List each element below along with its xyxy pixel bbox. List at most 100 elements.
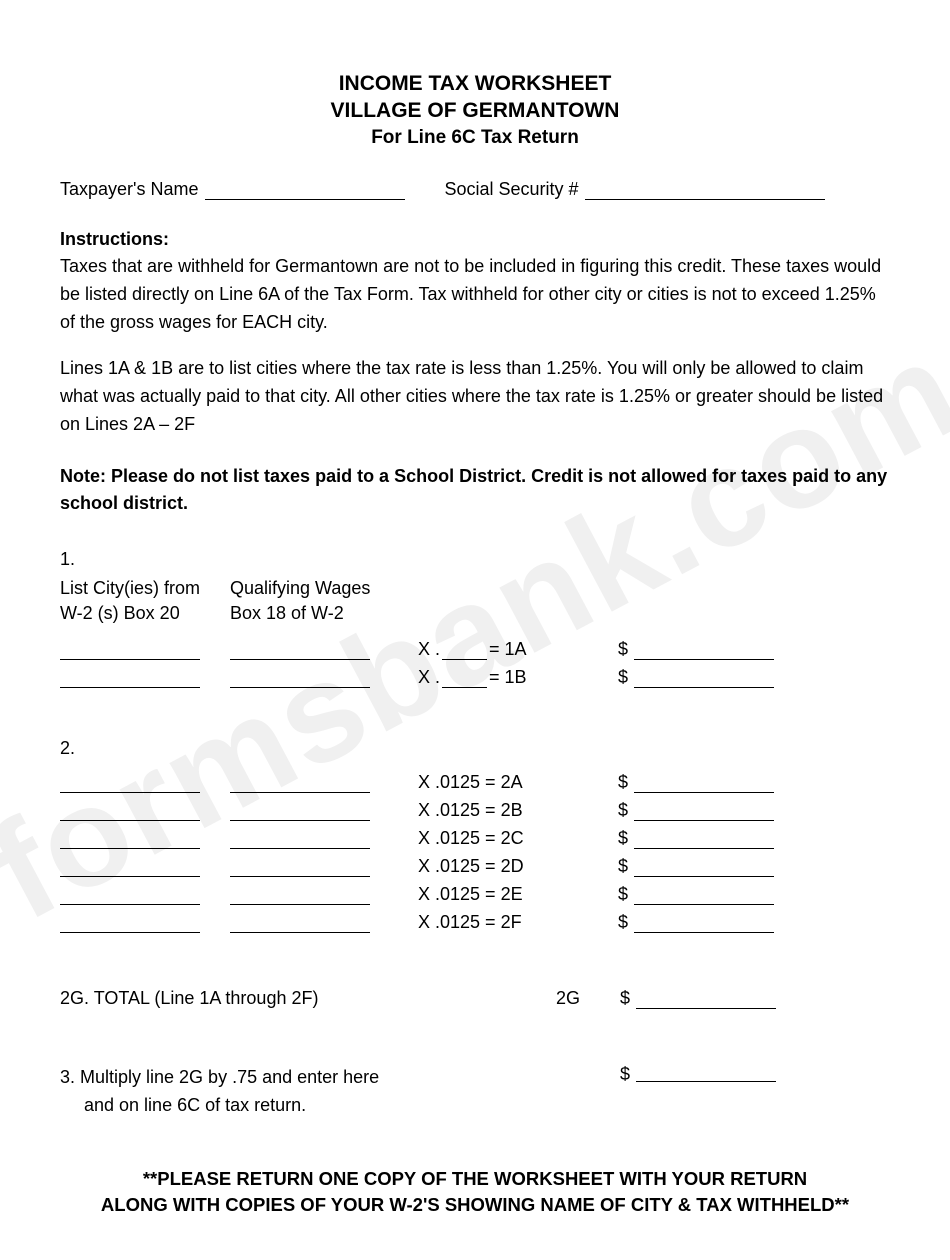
taxpayer-name-field: Taxpayer's Name <box>60 179 405 200</box>
wages-input-1b[interactable] <box>230 670 370 688</box>
formula-1b: X . = 1B <box>418 667 578 688</box>
line3-text2: and on line 6C of tax return. <box>60 1092 580 1120</box>
dollar-2b: $ <box>618 800 628 821</box>
amount-2a: $ <box>618 772 774 793</box>
wages-input-2b[interactable] <box>230 803 370 821</box>
city-input-2b[interactable] <box>60 803 200 821</box>
row-2d: X .0125 = 2D $ <box>60 849 890 877</box>
city-input-2e[interactable] <box>60 887 200 905</box>
city-input-1b[interactable] <box>60 670 200 688</box>
dollar-1a: $ <box>618 639 628 660</box>
dollar-2f: $ <box>618 912 628 933</box>
amount-input-2a[interactable] <box>634 775 774 793</box>
footer-line-1: **PLEASE RETURN ONE COPY OF THE WORKSHEE… <box>60 1166 890 1192</box>
taxpayer-name-input[interactable] <box>205 180 405 200</box>
formula-2f: X .0125 = 2F <box>418 912 578 933</box>
amount-input-2b[interactable] <box>634 803 774 821</box>
amount-2d: $ <box>618 856 774 877</box>
section-1-number: 1. <box>60 549 890 570</box>
dollar-2g: $ <box>620 988 630 1009</box>
row-2f: X .0125 = 2F $ <box>60 905 890 933</box>
amount-2c: $ <box>618 828 774 849</box>
dollar-2a: $ <box>618 772 628 793</box>
dollar-3: $ <box>620 1064 630 1085</box>
taxpayer-name-label: Taxpayer's Name <box>60 179 199 200</box>
footer-note: **PLEASE RETURN ONE COPY OF THE WORKSHEE… <box>60 1166 890 1218</box>
ssn-label: Social Security # <box>445 179 579 200</box>
formula-2a: X .0125 = 2A <box>418 772 578 793</box>
amount-input-2f[interactable] <box>634 915 774 933</box>
amount-input-1a[interactable] <box>634 642 774 660</box>
amount-2b: $ <box>618 800 774 821</box>
row-2a: X .0125 = 2A $ <box>60 765 890 793</box>
row-2b: X .0125 = 2B $ <box>60 793 890 821</box>
x-1b: X . <box>418 667 440 688</box>
line-3-text: 3. Multiply line 2G by .75 and enter her… <box>60 1064 580 1120</box>
instructions-block: Instructions: Taxes that are withheld fo… <box>60 226 890 439</box>
line-3-row: 3. Multiply line 2G by .75 and enter her… <box>60 1064 890 1120</box>
section-1-headers: List City(ies) from W-2 (s) Box 20 Quali… <box>60 576 890 626</box>
city-input-1a[interactable] <box>60 642 200 660</box>
col1-line1: List City(ies) from <box>60 576 230 601</box>
row-1b: X . = 1B $ <box>60 660 890 688</box>
subtitle: For Line 6C Tax Return <box>60 127 890 149</box>
instructions-note: Note: Please do not list taxes paid to a… <box>60 463 890 517</box>
col2-line2: Box 18 of W-2 <box>230 601 420 626</box>
amount-input-1b[interactable] <box>634 670 774 688</box>
formula-1a: X . = 1A <box>418 639 578 660</box>
title-line-1: INCOME TAX WORKSHEET <box>60 70 890 97</box>
rate-input-1b[interactable] <box>442 672 487 688</box>
x-1a: X . <box>418 639 440 660</box>
footer-line-2: ALONG WITH COPIES OF YOUR W-2'S SHOWING … <box>60 1192 890 1218</box>
ssn-input[interactable] <box>585 180 825 200</box>
col1-line2: W-2 (s) Box 20 <box>60 601 230 626</box>
dollar-2c: $ <box>618 828 628 849</box>
total-label: 2G. TOTAL (Line 1A through 2F) <box>60 988 440 1009</box>
amount-1b: $ <box>618 667 774 688</box>
total-amount: $ <box>620 988 776 1009</box>
amount-input-2g[interactable] <box>636 991 776 1009</box>
amount-input-3[interactable] <box>636 1064 776 1082</box>
wages-input-2d[interactable] <box>230 859 370 877</box>
city-input-2a[interactable] <box>60 775 200 793</box>
amount-2f: $ <box>618 912 774 933</box>
wages-input-1a[interactable] <box>230 642 370 660</box>
formula-2b: X .0125 = 2B <box>418 800 578 821</box>
row-1a: X . = 1A $ <box>60 632 890 660</box>
total-row-2g: 2G. TOTAL (Line 1A through 2F) 2G $ <box>60 988 890 1009</box>
eq-1a: = 1A <box>489 639 527 660</box>
instructions-para-1: Taxes that are withheld for Germantown a… <box>60 253 890 337</box>
line-3-amount: $ <box>620 1064 776 1120</box>
wages-input-2e[interactable] <box>230 887 370 905</box>
city-input-2c[interactable] <box>60 831 200 849</box>
document-content: INCOME TAX WORKSHEET VILLAGE OF GERMANTO… <box>60 70 890 1218</box>
col-header-wages: Qualifying Wages Box 18 of W-2 <box>230 576 420 626</box>
city-input-2d[interactable] <box>60 859 200 877</box>
row-2c: X .0125 = 2C $ <box>60 821 890 849</box>
wages-input-2c[interactable] <box>230 831 370 849</box>
amount-1a: $ <box>618 639 774 660</box>
ssn-field: Social Security # <box>445 179 825 200</box>
identity-row: Taxpayer's Name Social Security # <box>60 179 890 200</box>
formula-2e: X .0125 = 2E <box>418 884 578 905</box>
col-header-city: List City(ies) from W-2 (s) Box 20 <box>60 576 230 626</box>
amount-input-2c[interactable] <box>634 831 774 849</box>
eq-1b: = 1B <box>489 667 527 688</box>
row-2e: X .0125 = 2E $ <box>60 877 890 905</box>
dollar-2e: $ <box>618 884 628 905</box>
amount-input-2d[interactable] <box>634 859 774 877</box>
city-input-2f[interactable] <box>60 915 200 933</box>
title-line-2: VILLAGE OF GERMANTOWN <box>60 97 890 124</box>
amount-2e: $ <box>618 884 774 905</box>
instructions-label: Instructions: <box>60 226 890 254</box>
amount-input-2e[interactable] <box>634 887 774 905</box>
line3-text1: 3. Multiply line 2G by .75 and enter her… <box>60 1064 580 1092</box>
section-2-number: 2. <box>60 738 890 759</box>
wages-input-2f[interactable] <box>230 915 370 933</box>
rate-input-1a[interactable] <box>442 644 487 660</box>
document-header: INCOME TAX WORKSHEET VILLAGE OF GERMANTO… <box>60 70 890 149</box>
wages-input-2a[interactable] <box>230 775 370 793</box>
formula-2c: X .0125 = 2C <box>418 828 578 849</box>
col2-line1: Qualifying Wages <box>230 576 420 601</box>
dollar-1b: $ <box>618 667 628 688</box>
